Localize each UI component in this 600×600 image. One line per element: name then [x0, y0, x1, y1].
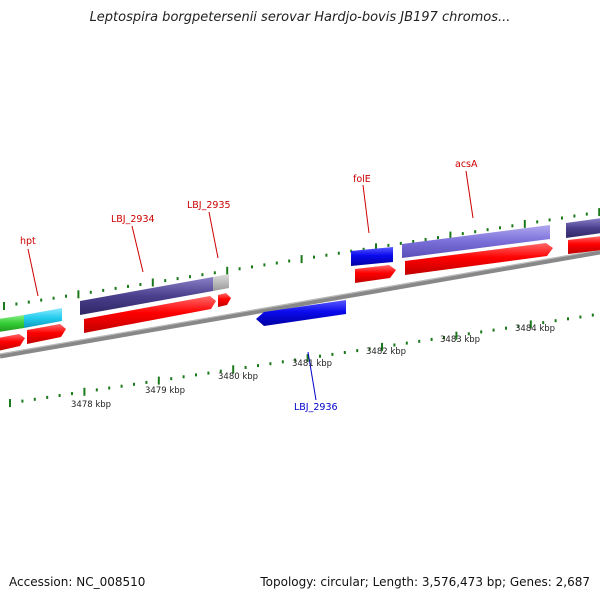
genome-backbone	[0, 249, 600, 359]
scale-label-3484: 3484 kbp	[515, 324, 555, 334]
cog-bar-lbj-2935[interactable]	[213, 274, 229, 291]
cog-bar-cyan[interactable]	[24, 308, 62, 328]
gene-arrow-lbj-2934[interactable]	[84, 296, 216, 333]
scale-label-3480: 3480 kbp	[218, 372, 258, 382]
cog-bar-acsa[interactable]	[402, 225, 550, 258]
cog-bar-right-edge[interactable]	[566, 218, 600, 238]
gene-arrow-lbj-2936[interactable]	[256, 300, 346, 326]
accession-text: Accession: NC_008510	[9, 575, 146, 589]
leader-acsa	[465, 170, 474, 219]
cog-bar-lbj-2934[interactable]	[80, 277, 213, 315]
gene-arrow-acsa[interactable]	[405, 243, 553, 275]
leader-lbj-2934	[131, 225, 144, 273]
leader-hpt	[27, 248, 39, 297]
gene-label-fole[interactable]: folE	[353, 174, 371, 185]
gene-label-hpt[interactable]: hpt	[20, 236, 36, 247]
scale-label-3478: 3478 kbp	[71, 400, 111, 410]
gene-label-lbj-2934[interactable]: LBJ_2934	[111, 214, 155, 225]
gene-label-lbj-2936[interactable]: LBJ_2936	[294, 402, 338, 413]
cog-bar-green[interactable]	[0, 315, 24, 332]
scale-label-3479: 3479 kbp	[145, 386, 185, 396]
leader-fole	[362, 184, 370, 234]
topology-text: Topology: circular; Length: 3,576,473 bp…	[260, 575, 590, 589]
scale-label-layer: 3478 kbp 3479 kbp 3480 kbp 3481 kbp 3482…	[71, 324, 555, 410]
gene-arrow-fole[interactable]	[355, 265, 396, 283]
outer-tick-track	[3, 208, 600, 310]
map-title: Leptospira borgpetersenii serovar Hardjo…	[89, 10, 511, 25]
scale-label-3482: 3482 kbp	[366, 347, 406, 357]
scale-label-3483: 3483 kbp	[440, 335, 480, 345]
label-leaders	[27, 170, 474, 401]
gene-arrow-hpt[interactable]	[27, 324, 66, 344]
gene-label-lbj-2935[interactable]: LBJ_2935	[187, 200, 231, 211]
gene-label-layer: hpt LBJ_2934 LBJ_2935 folE acsA LBJ_2936	[20, 159, 478, 413]
leader-lbj-2936	[307, 351, 317, 401]
inner-tick-track	[9, 313, 594, 407]
reverse-strand-track	[256, 300, 346, 326]
cog-track	[0, 218, 600, 332]
scale-label-3481: 3481 kbp	[292, 359, 332, 369]
genome-backbone-highlight	[0, 249, 600, 355]
cog-bar-fole[interactable]	[351, 247, 393, 266]
leader-lbj-2935	[208, 211, 219, 259]
gene-arrow-lbj-2935[interactable]	[218, 293, 231, 307]
gene-arrow-hpt-neighbor[interactable]	[0, 334, 25, 351]
forward-strand-track	[0, 236, 600, 351]
gene-arrow-right-edge[interactable]	[568, 236, 600, 254]
gene-label-acsa[interactable]: acsA	[455, 159, 478, 170]
